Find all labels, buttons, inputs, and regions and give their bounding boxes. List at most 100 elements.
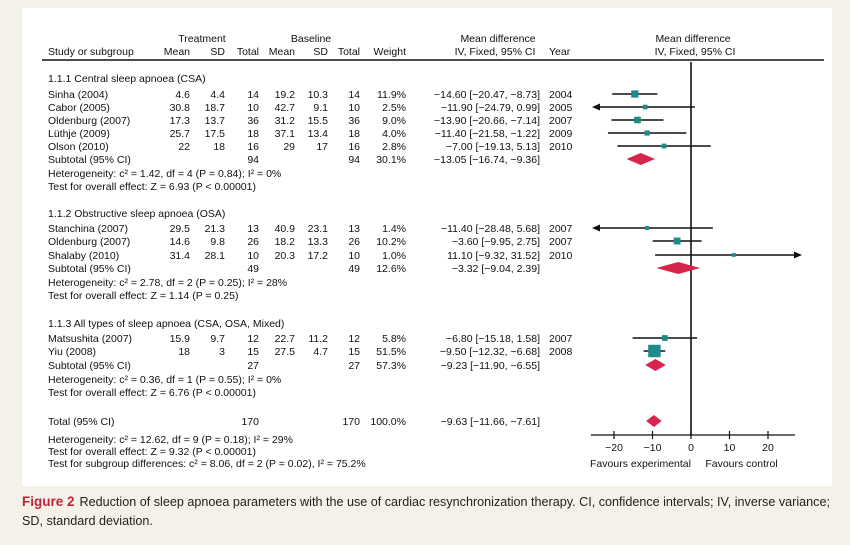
- study-year: 2007: [549, 236, 573, 248]
- table-rows: 1.1.1 Central sleep apnoea (CSA) Sinha (2…: [48, 73, 802, 470]
- forest-plot: Treatment Baseline Mean difference Mean …: [42, 33, 824, 470]
- study-baseline-mean: 37.1: [275, 128, 296, 140]
- header-mean-difference-plot: Mean difference: [655, 33, 730, 45]
- study-baseline-sd: 23.1: [308, 223, 329, 235]
- subtotal-label: Subtotal (95% CI): [48, 263, 131, 275]
- study-square: [661, 335, 668, 341]
- study-baseline-total: 18: [348, 128, 360, 140]
- subtotal-diamond: [626, 153, 655, 165]
- study-treatment-mean: 4.6: [175, 89, 190, 101]
- study-ci-text: −6.80 [−15.18, 1.58]: [446, 333, 540, 345]
- subgroup-title: 1.1.2 Obstructive sleep apnoea (OSA): [48, 208, 225, 220]
- header-treatment: Treatment: [178, 33, 226, 45]
- header-baseline: Baseline: [291, 33, 331, 45]
- header-b-mean: Mean: [269, 46, 295, 58]
- header-weight: Weight: [374, 46, 407, 58]
- study-ci-line-arrow-left: [592, 224, 600, 232]
- total-diamond: [646, 415, 662, 427]
- study-baseline-total: 36: [348, 115, 360, 127]
- subtotal-label: Subtotal (95% CI): [48, 154, 131, 166]
- study-ci-text: −11.40 [−21.58, −1.22]: [435, 128, 540, 140]
- study-treatment-sd: 3: [219, 346, 225, 358]
- study-treatment-mean: 30.8: [170, 102, 191, 114]
- study-square: [644, 130, 650, 136]
- study-name: Sinha (2004): [48, 89, 108, 101]
- study-baseline-sd: 13.4: [308, 128, 329, 140]
- study-weight: 1.4%: [382, 223, 406, 235]
- header-md-method: IV, Fixed, 95% CI: [455, 46, 536, 58]
- study-ci-line-arrow-right: [794, 251, 802, 259]
- study-year: 2010: [549, 141, 573, 153]
- study-square: [645, 225, 650, 231]
- total-label: Total (95% CI): [48, 416, 115, 428]
- subtotal-ci-text: −13.05 [−16.74, −9.36]: [434, 154, 540, 166]
- study-treatment-total: 16: [247, 141, 259, 153]
- study-treatment-sd: 13.7: [205, 115, 226, 127]
- study-treatment-mean: 18: [178, 346, 190, 358]
- study-name: Lüthje (2009): [48, 128, 110, 140]
- study-baseline-sd: 13.3: [308, 236, 329, 248]
- study-treatment-mean: 31.4: [170, 250, 191, 262]
- study-square: [648, 344, 661, 358]
- study-baseline-sd: 10.3: [308, 89, 329, 101]
- study-weight: 5.8%: [382, 333, 406, 345]
- study-treatment-total: 15: [247, 346, 259, 358]
- subtotal-treatment-total: 27: [247, 360, 259, 372]
- study-year: 2007: [549, 115, 573, 127]
- subgroup-title: 1.1.3 All types of sleep apnoea (CSA, OS…: [48, 318, 284, 330]
- study-ci-text: 11.10 [−9.32, 31.52]: [447, 250, 540, 262]
- study-ci-text: −7.00 [−19.13, 5.13]: [446, 141, 540, 153]
- study-baseline-mean: 19.2: [275, 89, 296, 101]
- study-treatment-sd: 4.4: [210, 89, 225, 101]
- overall-effect-text: Test for overall effect: Z = 6.76 (P < 0…: [48, 387, 256, 399]
- study-treatment-total: 36: [247, 115, 259, 127]
- study-baseline-total: 13: [348, 223, 360, 235]
- header-study: Study or subgroup: [48, 46, 134, 58]
- study-ci-line-arrow-left: [592, 103, 600, 111]
- footer-line: Test for overall effect: Z = 9.32 (P < 0…: [48, 446, 256, 458]
- study-baseline-total: 15: [348, 346, 360, 358]
- study-treatment-mean: 15.9: [170, 333, 191, 345]
- study-treatment-mean: 22: [178, 141, 190, 153]
- study-year: 2009: [549, 128, 573, 140]
- study-baseline-sd: 15.5: [308, 115, 329, 127]
- header-t-sd: SD: [210, 46, 225, 58]
- study-treatment-total: 10: [247, 102, 259, 114]
- study-treatment-sd: 28.1: [205, 250, 226, 262]
- study-ci-text: −13.90 [−20.66, −7.14]: [434, 115, 540, 127]
- study-baseline-total: 10: [348, 102, 360, 114]
- subtotal-label: Subtotal (95% CI): [48, 360, 131, 372]
- study-treatment-total: 18: [247, 128, 259, 140]
- study-ci-text: −9.50 [−12.32, −6.68]: [440, 346, 540, 358]
- study-name: Olson (2010): [48, 141, 109, 153]
- study-baseline-sd: 17: [316, 141, 328, 153]
- subtotal-ci-text: −3.32 [−9.04, 2.39]: [452, 263, 540, 275]
- study-square: [731, 253, 736, 257]
- heterogeneity-text: Heterogeneity: c² = 1.42, df = 4 (P = 0.…: [48, 168, 281, 180]
- header-md-method-plot: IV, Fixed, 95% CI: [655, 46, 736, 58]
- study-year: 2007: [549, 223, 573, 235]
- study-year: 2005: [549, 102, 573, 114]
- study-name: Shalaby (2010): [48, 250, 119, 262]
- study-treatment-mean: 14.6: [170, 236, 191, 248]
- study-baseline-total: 14: [348, 89, 360, 101]
- study-weight: 9.0%: [382, 115, 406, 127]
- study-baseline-mean: 42.7: [275, 102, 296, 114]
- header-t-mean: Mean: [164, 46, 190, 58]
- x-tick-label: −10: [644, 442, 662, 454]
- total-baseline-total: 170: [342, 416, 360, 428]
- study-treatment-mean: 29.5: [170, 223, 191, 235]
- subtotal-diamond: [656, 262, 701, 274]
- study-year: 2004: [549, 89, 573, 101]
- study-square: [631, 90, 639, 98]
- study-name: Stanchina (2007): [48, 223, 128, 235]
- study-baseline-total: 10: [348, 250, 360, 262]
- subtotal-diamond: [645, 359, 666, 371]
- study-year: 2008: [549, 346, 573, 358]
- total-ci-text: −9.63 [−11.66, −7.61]: [441, 416, 540, 428]
- study-baseline-sd: 11.2: [308, 333, 328, 345]
- subtotal-treatment-total: 94: [247, 154, 259, 166]
- study-weight: 2.5%: [382, 102, 406, 114]
- study-baseline-mean: 31.2: [275, 115, 296, 127]
- study-square: [673, 237, 681, 245]
